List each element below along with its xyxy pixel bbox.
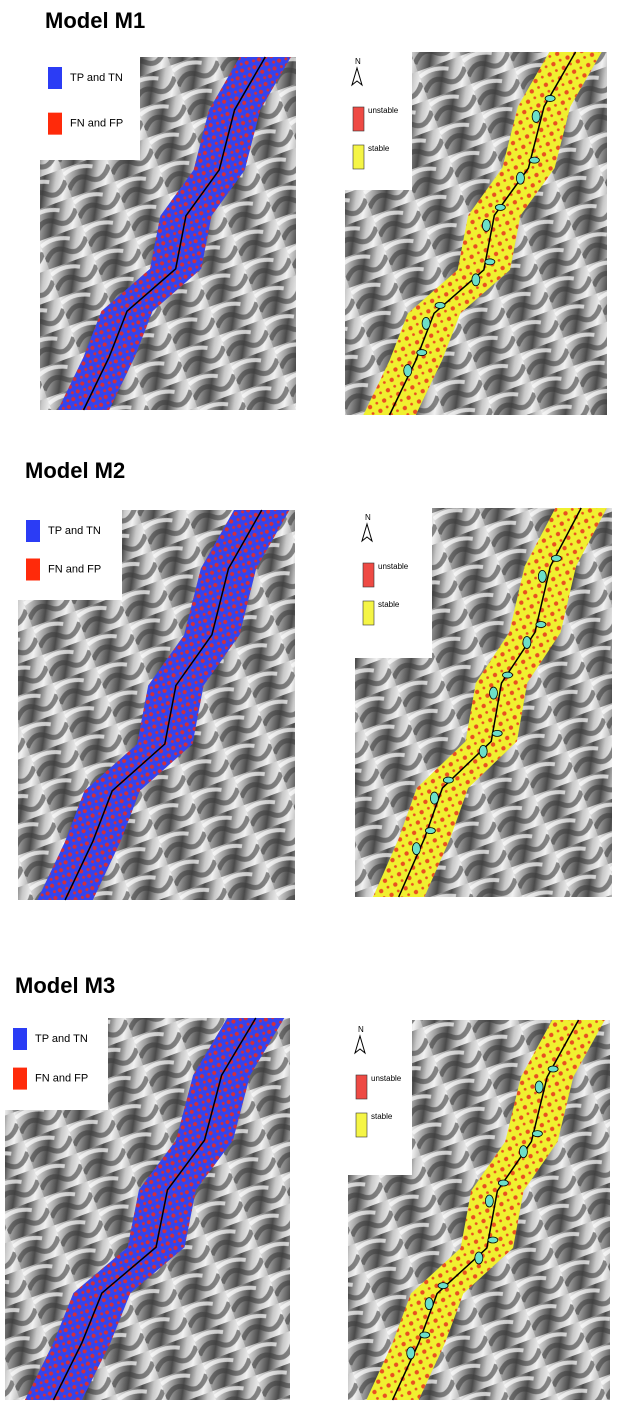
landslide (422, 317, 430, 329)
landslide (495, 204, 505, 210)
figure: Model M1 TP and TN FN and FP Nunstable stabl… (0, 0, 617, 1408)
map: TP and TN FN and FP (5, 1018, 290, 1400)
landslide (488, 1237, 498, 1243)
panel-title: Model M3 (15, 973, 115, 998)
legend-swatch (356, 1113, 367, 1137)
landslide (443, 777, 453, 783)
landslide (489, 687, 497, 699)
panel-title: Model M2 (25, 458, 125, 483)
legend-swatch (356, 1075, 367, 1099)
legend-swatch (363, 563, 374, 587)
legend-label: unstable (378, 562, 409, 571)
legend-swatch (13, 1028, 27, 1050)
landslide (532, 110, 540, 122)
landslide (412, 843, 420, 855)
north-label: N (358, 1025, 364, 1034)
legend-label: TP and TN (48, 525, 101, 537)
legend-swatch (48, 67, 62, 89)
landslide (425, 828, 435, 834)
landslide (475, 1252, 483, 1264)
legend-label: TP and TN (70, 72, 123, 84)
landslide (538, 570, 546, 582)
legend-label: FN and FP (70, 118, 123, 130)
legend-swatch (353, 145, 364, 169)
legend-swatch (13, 1068, 27, 1090)
landslide (545, 95, 555, 101)
landslide (516, 172, 524, 184)
legend-swatch (363, 601, 374, 625)
landslide (529, 157, 539, 163)
map: TP and TN FN and FP (40, 57, 296, 410)
landslide (498, 1180, 508, 1186)
landslide (502, 672, 512, 678)
landslide (417, 350, 427, 356)
north-label: N (355, 57, 361, 66)
landslide (425, 1298, 433, 1310)
legend-swatch (353, 107, 364, 131)
panel-title: Model M1 (45, 8, 145, 33)
landslide (519, 1146, 527, 1158)
legend-label: TP and TN (35, 1033, 88, 1045)
landslide (523, 636, 531, 648)
landslide (485, 1195, 493, 1207)
legend-swatch (48, 113, 62, 135)
legend-label: unstable (368, 106, 399, 115)
landslide (485, 259, 495, 265)
legend-label: unstable (371, 1074, 402, 1083)
legend-label: FN and FP (48, 563, 101, 575)
landslide (492, 730, 502, 736)
legend-label: stable (371, 1112, 393, 1121)
legend-swatch (26, 520, 40, 542)
landslide (532, 1131, 542, 1137)
landslide (404, 365, 412, 377)
landslide (479, 745, 487, 757)
landslide (482, 219, 490, 231)
landslide (420, 1332, 430, 1338)
legend-label: FN and FP (35, 1073, 88, 1085)
landslide (435, 302, 445, 308)
landslide (472, 274, 480, 286)
landslide (536, 621, 546, 627)
landslide (548, 1066, 558, 1072)
north-label: N (365, 513, 371, 522)
landslide (438, 1283, 448, 1289)
legend-label: stable (378, 600, 400, 609)
landslide (407, 1347, 415, 1359)
landslide (430, 792, 438, 804)
landslide (535, 1081, 543, 1093)
legend-label: stable (368, 144, 390, 153)
map: TP and TN FN and FP (18, 510, 295, 900)
landslide (551, 555, 561, 561)
legend-swatch (26, 559, 40, 581)
